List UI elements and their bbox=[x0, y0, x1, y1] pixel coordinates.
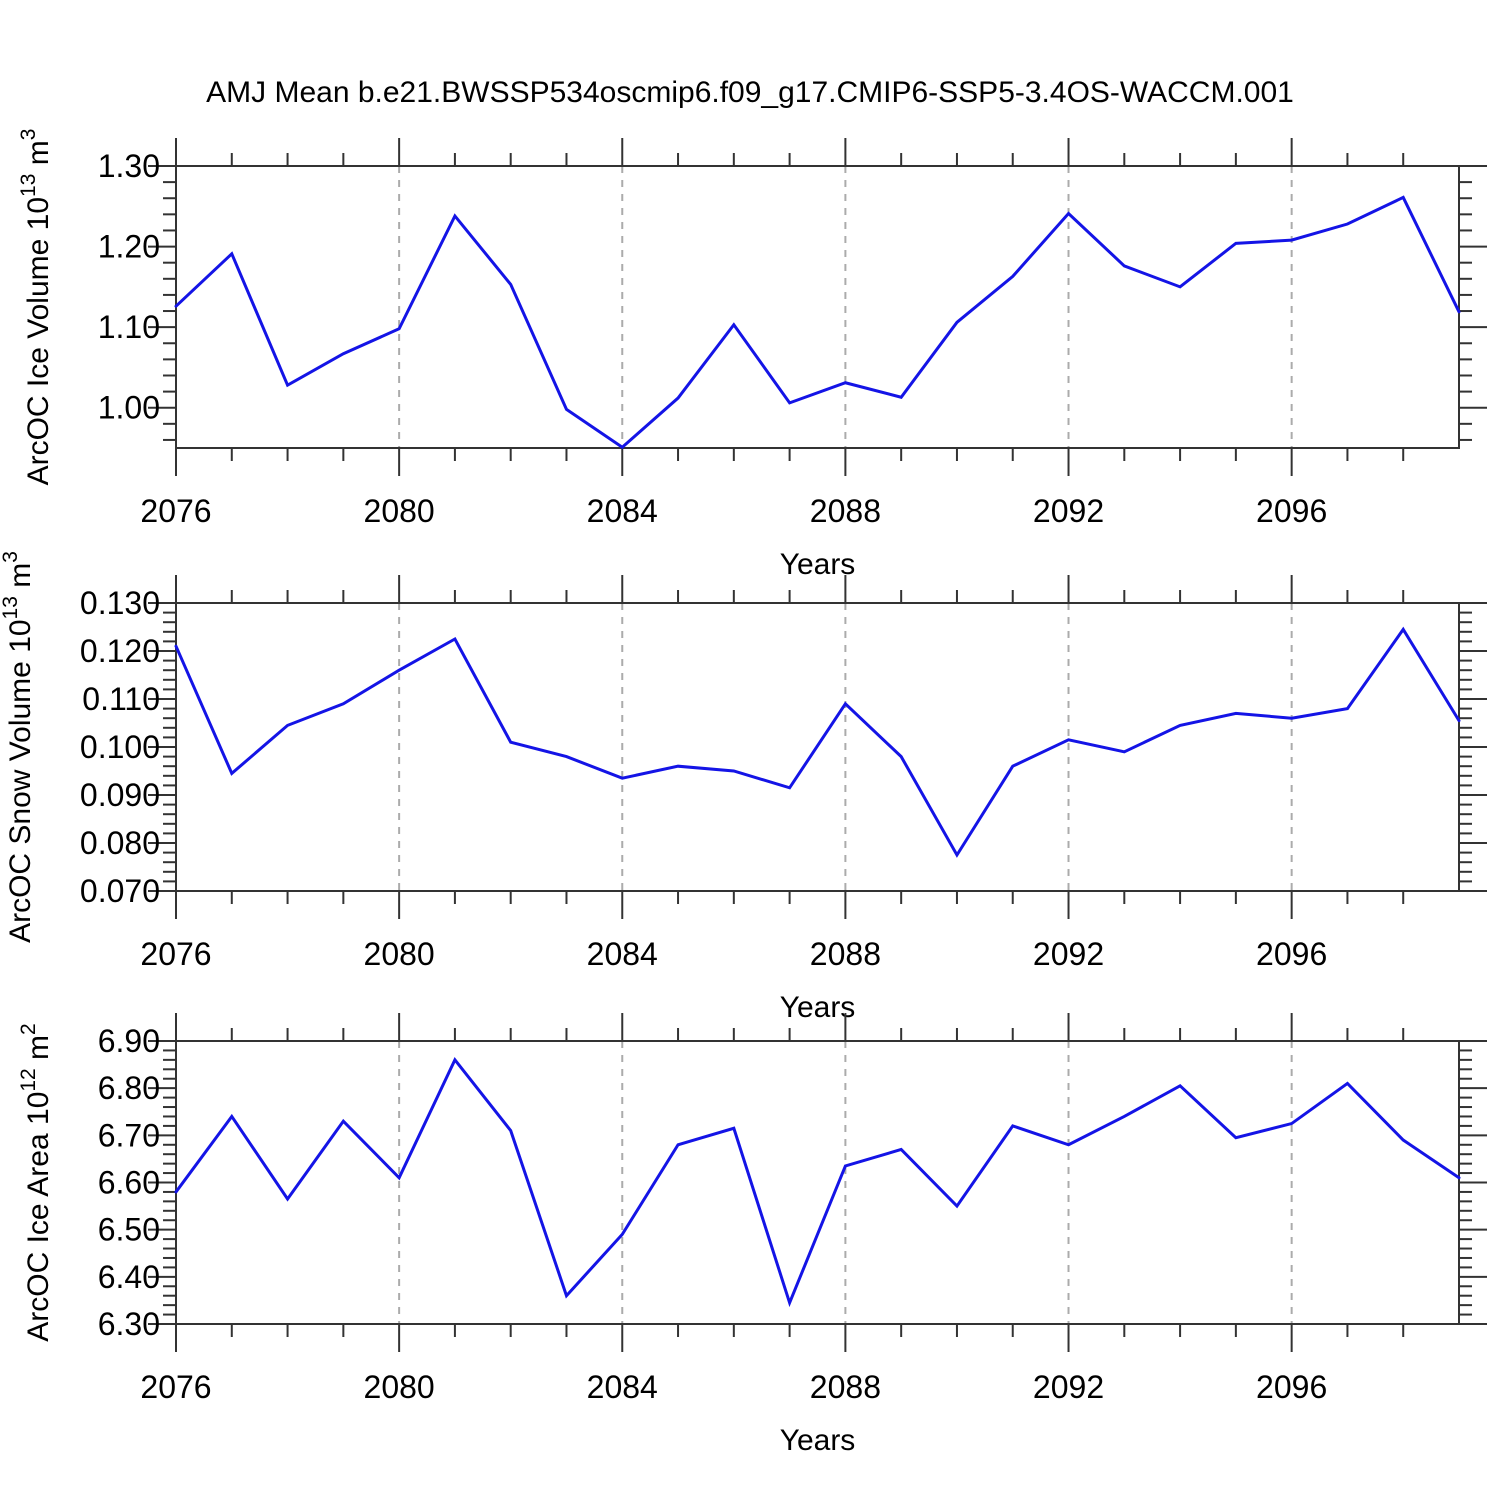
y-tick-label: 6.30 bbox=[98, 1306, 160, 1342]
x-axis-title: Years bbox=[780, 1424, 856, 1457]
y-tick-label: 0.100 bbox=[80, 729, 160, 765]
plot-frame bbox=[175, 1040, 1460, 1325]
x-tick-label: 2076 bbox=[140, 1369, 211, 1405]
data-line-ice-volume bbox=[174, 195, 1461, 450]
x-ticks bbox=[175, 575, 1405, 919]
x-tick-label: 2096 bbox=[1256, 936, 1327, 972]
x-axis-title: Years bbox=[780, 991, 856, 1024]
y-ticks bbox=[148, 1040, 1487, 1325]
y-tick-label: 1.30 bbox=[98, 148, 160, 184]
y-ticks bbox=[148, 165, 1487, 441]
gridlines bbox=[398, 1041, 1293, 1324]
y-ticks bbox=[148, 602, 1487, 892]
x-tick-label: 2092 bbox=[1033, 493, 1104, 529]
x-tick-label: 2088 bbox=[810, 1369, 881, 1405]
chart-snow-volume: 2076 2080 2084 2088 2092 2096 0.070 0.080 0.090 0… bbox=[0, 551, 1487, 1024]
y-tick-label: 6.60 bbox=[98, 1165, 160, 1201]
x-tick-label: 2088 bbox=[810, 936, 881, 972]
y-tick-label: 0.130 bbox=[80, 585, 160, 621]
x-tick-label: 2080 bbox=[364, 1369, 435, 1405]
x-ticks bbox=[175, 1013, 1405, 1352]
data-line-snow-volume bbox=[174, 626, 1461, 858]
gridlines bbox=[398, 603, 1293, 891]
x-axis-title: Years bbox=[780, 548, 856, 581]
y-tick-label: 6.40 bbox=[98, 1259, 160, 1295]
chart-ice-volume: 2076 2080 2084 2088 2092 2096 1.00 1.10 1.20 1.30… bbox=[17, 129, 1487, 581]
y-tick-label: 0.120 bbox=[80, 633, 160, 669]
y-tick-label: 6.70 bbox=[98, 1117, 160, 1153]
x-tick-label: 2084 bbox=[587, 936, 658, 972]
x-tick-label: 2080 bbox=[364, 493, 435, 529]
plot-frame bbox=[175, 165, 1460, 449]
x-tick-label: 2076 bbox=[140, 936, 211, 972]
plot-title: AMJ Mean b.e21.BWSSP534oscmip6.f09_g17.C… bbox=[206, 76, 1294, 109]
y-tick-label: 0.090 bbox=[80, 777, 160, 813]
y-tick-label: 6.50 bbox=[98, 1212, 160, 1248]
y-tick-label: 0.110 bbox=[82, 681, 160, 717]
x-tick-label: 2084 bbox=[587, 1369, 658, 1405]
x-tick-label: 2092 bbox=[1033, 1369, 1104, 1405]
y-axis-title: ArcOC Ice Volume 1013 m3 bbox=[17, 129, 55, 486]
y-tick-label: 1.20 bbox=[98, 229, 160, 265]
x-tick-label: 2096 bbox=[1256, 1369, 1327, 1405]
y-tick-label: 0.070 bbox=[80, 873, 160, 909]
gridlines bbox=[398, 166, 1293, 448]
data-line-ice-area bbox=[174, 1057, 1461, 1308]
x-tick-label: 2084 bbox=[587, 493, 658, 529]
plot-frame bbox=[175, 602, 1460, 892]
x-tick-label: 2092 bbox=[1033, 936, 1104, 972]
x-tick-label: 2096 bbox=[1256, 493, 1327, 529]
y-tick-label: 1.00 bbox=[98, 390, 160, 426]
y-tick-label: 0.080 bbox=[80, 825, 160, 861]
y-tick-label: 6.90 bbox=[98, 1023, 160, 1059]
y-axis-title: ArcOC Snow Volume 1013 m3 bbox=[0, 551, 37, 943]
chart-ice-area: 2076 2080 2084 2088 2092 2096 6.30 6.40 6.50 6.60… bbox=[17, 1013, 1487, 1457]
x-ticks bbox=[175, 138, 1405, 476]
x-tick-label: 2080 bbox=[364, 936, 435, 972]
y-tick-label: 6.80 bbox=[98, 1070, 160, 1106]
y-tick-label: 1.10 bbox=[98, 309, 160, 345]
x-tick-label: 2076 bbox=[140, 493, 211, 529]
y-axis-title: ArcOC Ice Area 1012 m2 bbox=[17, 1023, 55, 1341]
x-tick-label: 2088 bbox=[810, 493, 881, 529]
